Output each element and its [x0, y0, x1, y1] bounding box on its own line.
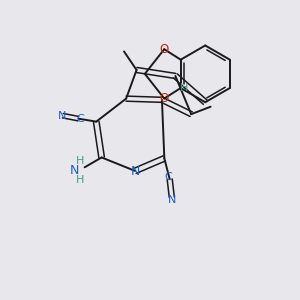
Text: N: N	[58, 111, 66, 121]
Text: N: N	[131, 165, 140, 178]
Text: O: O	[160, 43, 169, 56]
Text: N: N	[168, 195, 176, 205]
Text: H: H	[76, 176, 84, 185]
Text: C: C	[164, 172, 172, 182]
Text: N: N	[70, 164, 79, 177]
Text: H: H	[180, 83, 188, 93]
Text: C: C	[76, 114, 84, 124]
Text: H: H	[76, 156, 84, 166]
Text: O: O	[160, 92, 169, 105]
